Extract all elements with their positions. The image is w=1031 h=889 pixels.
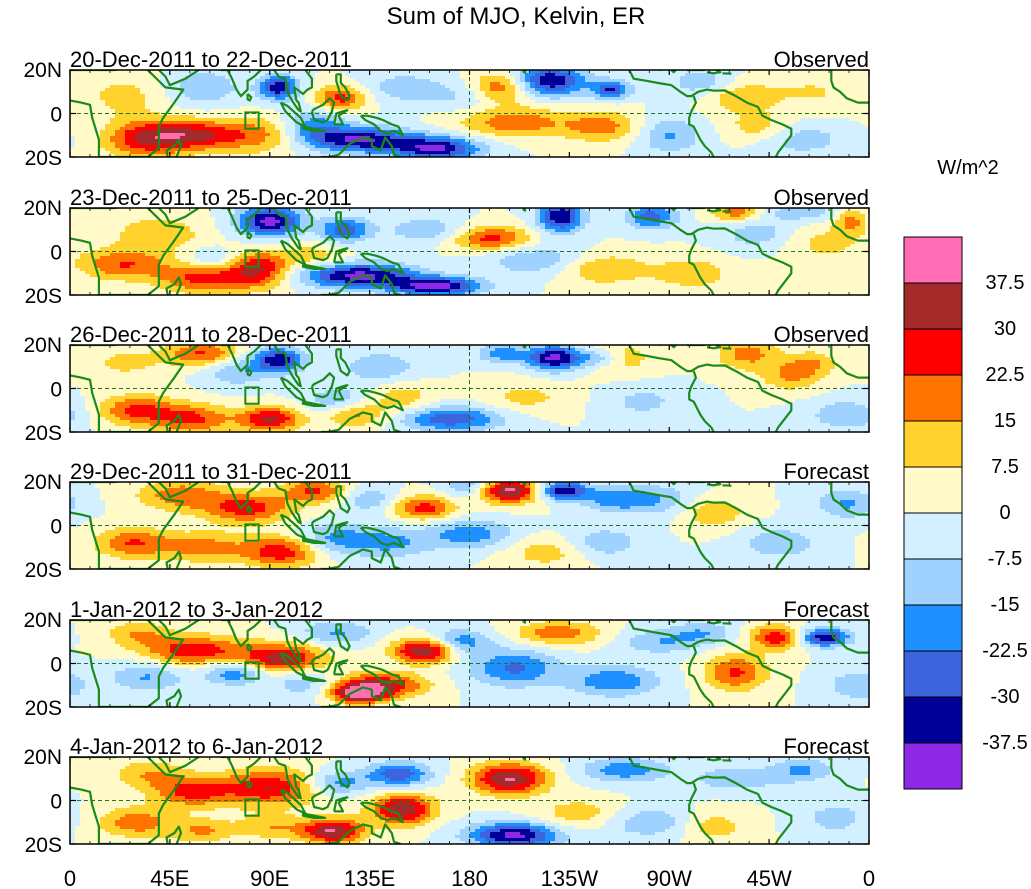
region-box xyxy=(244,798,260,817)
colorbar-label: -7.5 xyxy=(988,548,1022,570)
latitude-label: 20S xyxy=(25,147,62,170)
region-box xyxy=(244,386,260,405)
colorbar-label: -37.5 xyxy=(982,732,1028,754)
latitude-label: 20S xyxy=(25,834,62,857)
latitude-label: 20S xyxy=(25,697,62,720)
latitude-label: 20N xyxy=(23,59,62,82)
map-panel: 20N 0 20S 20-Dec-2011 to 22-Dec-2011 Observe… xyxy=(23,47,870,170)
latitude-label: 20N xyxy=(23,197,62,220)
panel-date-range: 4-Jan-2012 to 6-Jan-2012 xyxy=(70,734,323,759)
map-panel: 20N 0 20S 23-Dec-2011 to 25-Dec-2011 Observe… xyxy=(23,185,870,308)
colorbar-label: -15 xyxy=(991,594,1020,616)
longitude-label: 135E xyxy=(344,866,395,889)
longitude-label: 0 xyxy=(64,866,76,889)
panel-date-range: 20-Dec-2011 to 22-Dec-2011 xyxy=(70,47,352,72)
map-panel: 20N 0 20S 29-Dec-2011 to 31-Dec-2011 Forecas… xyxy=(23,459,870,582)
colorbar: 37.5 30 22.5 15 7.5 0 -7.5 -15 -22.5 -30 -37.5 xyxy=(903,236,1028,790)
colorbar-label: 15 xyxy=(994,410,1016,432)
colorbar-label: -30 xyxy=(991,686,1020,708)
colorbar-swatch xyxy=(903,282,963,330)
region-box xyxy=(244,111,260,130)
latitude-label: 20S xyxy=(25,422,62,445)
latitude-label: 20S xyxy=(25,559,62,582)
coastlines xyxy=(70,757,869,844)
longitude-label: 180 xyxy=(451,866,488,889)
latitude-label: 0 xyxy=(50,654,62,677)
longitude-label: 90W xyxy=(647,866,692,889)
map-panel: 20N 0 20S 1-Jan-2012 to 3-Jan-2012 Forecast xyxy=(23,597,870,720)
colorbar-swatch xyxy=(903,328,963,376)
latitude-label: 20N xyxy=(23,334,62,357)
colorbar-unit-label: W/m^2 xyxy=(937,157,999,179)
panel-date-range: 26-Dec-2011 to 28-Dec-2011 xyxy=(70,322,352,347)
map-panel: 20N 0 20S 4-Jan-2012 to 6-Jan-2012 Forecast xyxy=(23,734,870,857)
colorbar-swatch xyxy=(903,512,963,560)
colorbar-label: 22.5 xyxy=(986,364,1025,386)
region-box xyxy=(244,249,260,268)
latitude-label: 20N xyxy=(23,471,62,494)
colorbar-swatch xyxy=(903,420,963,468)
longitude-label: 90E xyxy=(250,866,289,889)
region-box xyxy=(244,523,260,542)
colorbar-swatch xyxy=(903,466,963,514)
colorbar-swatch xyxy=(903,742,963,790)
olr-anomaly-field xyxy=(70,620,869,707)
latitude-label: 20N xyxy=(23,746,62,769)
colorbar-label: 30 xyxy=(994,318,1016,340)
colorbar-label: -22.5 xyxy=(982,640,1028,662)
panel-status: Observed xyxy=(774,322,869,347)
colorbar-swatch xyxy=(903,604,963,652)
olr-anomaly-field xyxy=(70,757,869,844)
panel-status: Forecast xyxy=(783,459,869,484)
longitude-label: 0 xyxy=(863,866,875,889)
colorbar-label: 7.5 xyxy=(991,456,1019,478)
region-box xyxy=(244,661,260,680)
colorbar-swatch xyxy=(903,374,963,422)
latitude-label: 0 xyxy=(50,104,62,127)
panel-status: Observed xyxy=(774,47,869,72)
colorbar-label: 0 xyxy=(999,502,1010,524)
olr-anomaly-field xyxy=(70,208,869,295)
panel-status: Forecast xyxy=(783,734,869,759)
longitude-label: 45W xyxy=(747,866,792,889)
colorbar-swatch xyxy=(903,650,963,698)
panel-status: Observed xyxy=(774,185,869,210)
map-panels: 20N 0 20S 20-Dec-2011 to 22-Dec-2011 Observe… xyxy=(23,47,870,857)
latitude-label: 20N xyxy=(23,609,62,632)
latitude-label: 20S xyxy=(25,285,62,308)
colorbar-swatch xyxy=(903,558,963,606)
coastlines xyxy=(70,70,869,157)
latitude-label: 0 xyxy=(50,516,62,539)
panel-date-range: 29-Dec-2011 to 31-Dec-2011 xyxy=(70,459,352,484)
panel-date-range: 1-Jan-2012 to 3-Jan-2012 xyxy=(70,597,323,622)
panel-status: Forecast xyxy=(783,597,869,622)
colorbar-swatch xyxy=(903,236,963,284)
coastlines xyxy=(70,620,869,707)
longitude-label: 135W xyxy=(541,866,599,889)
colorbar-swatch xyxy=(903,696,963,744)
panel-date-range: 23-Dec-2011 to 25-Dec-2011 xyxy=(70,185,352,210)
longitude-label: 45E xyxy=(150,866,189,889)
latitude-label: 0 xyxy=(50,242,62,265)
coastlines xyxy=(70,208,869,295)
colorbar-label: 37.5 xyxy=(986,272,1025,294)
coastlines xyxy=(70,482,869,569)
latitude-label: 0 xyxy=(50,379,62,402)
longitude-axis: 0 45E 90E 135E 180 135W 90W 45W 0 xyxy=(64,866,875,889)
map-panel: 20N 0 20S 26-Dec-2011 to 28-Dec-2011 Observe… xyxy=(23,322,870,445)
figure-title: Sum of MJO, Kelvin, ER xyxy=(387,3,646,30)
latitude-label: 0 xyxy=(50,791,62,814)
